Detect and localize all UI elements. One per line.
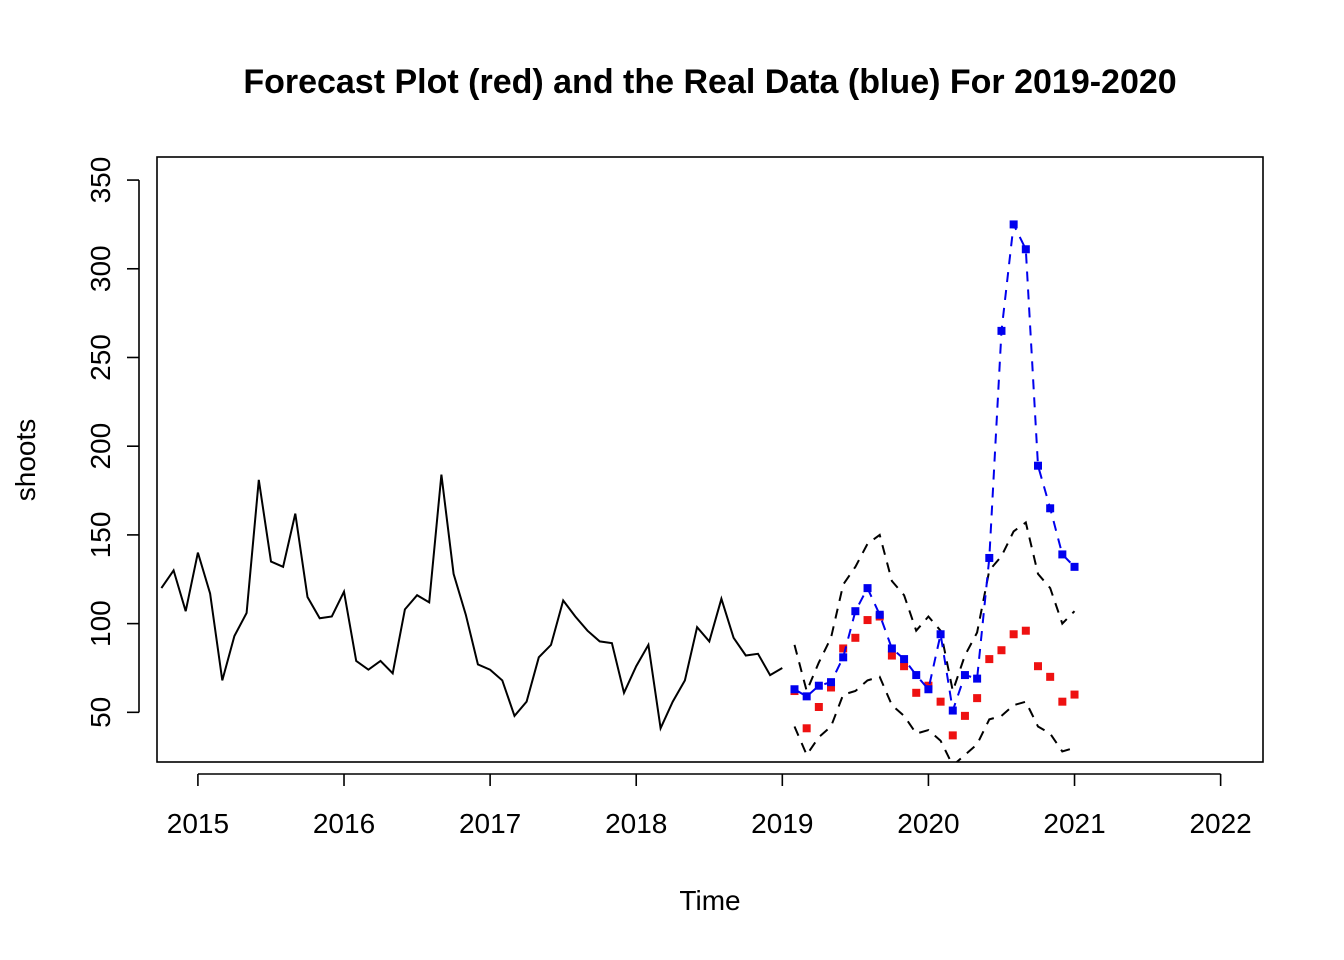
y-tick-label: 100 — [85, 600, 116, 647]
forecast-point — [900, 662, 909, 671]
y-tick-label: 350 — [85, 157, 116, 204]
forecast-point — [887, 651, 896, 660]
real-data-point — [790, 685, 799, 694]
forecast-point — [839, 644, 848, 653]
forecast-point — [814, 703, 823, 711]
x-axis-label: Time — [679, 885, 740, 916]
x-tick-label: 2020 — [897, 808, 959, 839]
real-data-point — [839, 653, 848, 662]
forecast-point — [1070, 690, 1079, 699]
real-data-point — [948, 706, 957, 715]
real-data-point — [973, 674, 982, 683]
forecast-point — [948, 731, 957, 740]
real-data-point — [887, 644, 896, 653]
forecast-point — [960, 711, 969, 720]
series-layer — [160, 220, 1079, 762]
real-data-point — [997, 326, 1006, 335]
real-data-point — [936, 630, 945, 639]
real-data-line — [793, 220, 1076, 711]
forecast-point — [1058, 697, 1067, 706]
forecast-point — [997, 646, 1006, 655]
x-tick-label: 2015 — [167, 808, 229, 839]
history-line — [160, 474, 783, 732]
forecast-point — [863, 616, 872, 625]
real-data-point — [875, 610, 884, 619]
real-data-point — [900, 655, 909, 664]
forecast-point — [1021, 626, 1030, 635]
real-data-point — [814, 681, 823, 690]
forecast-point — [1046, 672, 1055, 681]
x-tick-label: 2021 — [1043, 808, 1105, 839]
real-data-point — [1070, 562, 1079, 571]
chart-title: Forecast Plot (red) and the Real Data (b… — [243, 63, 1176, 101]
real-data-point — [960, 671, 969, 680]
upper-bound-line — [793, 520, 1076, 695]
forecast-point — [827, 683, 836, 692]
x-tick-label: 2017 — [459, 808, 521, 839]
forecast-point — [985, 655, 994, 664]
forecast-point — [802, 724, 811, 733]
forecast-point — [1009, 630, 1018, 639]
forecast-point — [936, 697, 945, 706]
x-tick-label: 2022 — [1189, 808, 1251, 839]
real-data-point — [851, 607, 860, 616]
real-data-point — [985, 553, 994, 562]
x-axis: 2015 2016 2017 2018 2019 2020 2021 2022 — [167, 773, 1252, 839]
y-axis: 50 100 150 200 250 300 350 — [85, 157, 140, 728]
x-tick-label: 2016 — [313, 808, 375, 839]
real-data-point — [1058, 550, 1067, 559]
x-tick-label: 2019 — [751, 808, 813, 839]
real-data-point — [802, 692, 811, 701]
real-data-point — [1033, 461, 1042, 470]
forecast-point — [912, 688, 921, 697]
plot-frame — [156, 156, 1264, 763]
y-tick-label: 250 — [85, 334, 116, 381]
y-tick-label: 50 — [85, 697, 116, 728]
y-axis-label: shoots — [10, 419, 41, 502]
lower-bound-line — [793, 675, 1075, 762]
real-data-point — [863, 584, 872, 593]
forecast-point — [1033, 662, 1042, 671]
real-data-point — [827, 678, 836, 687]
y-tick-label: 300 — [85, 245, 116, 292]
real-data-point — [1046, 504, 1055, 513]
real-data-point — [924, 685, 933, 694]
x-tick-label: 2018 — [605, 808, 667, 839]
real-data-point — [1009, 220, 1018, 229]
real-data-point — [912, 671, 921, 680]
real-data-point — [1021, 245, 1030, 254]
y-tick-label: 200 — [85, 423, 116, 470]
forecast-point — [973, 694, 982, 703]
y-tick-label: 150 — [85, 512, 116, 559]
forecast-point — [851, 633, 860, 642]
